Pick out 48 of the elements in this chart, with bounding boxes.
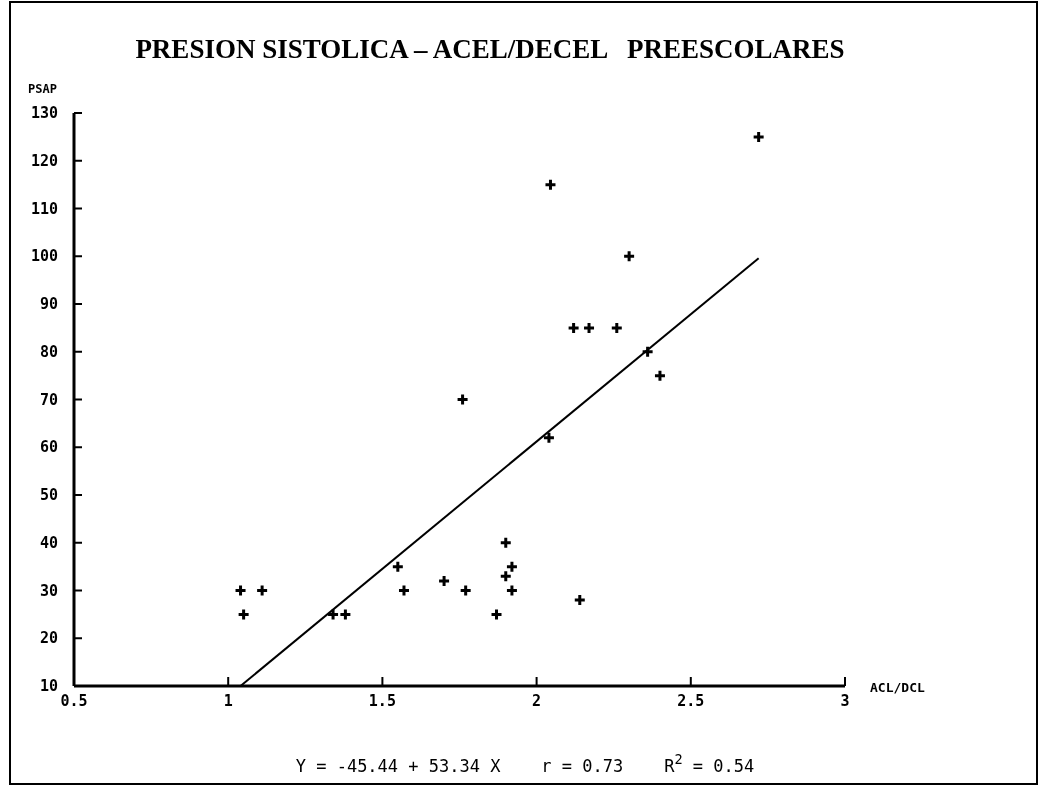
point — [505, 584, 519, 597]
point — [456, 393, 470, 406]
point — [397, 584, 411, 597]
point — [338, 607, 352, 621]
y-tick-label: 130 — [30, 104, 58, 122]
x-tick-label: 3 — [840, 692, 850, 710]
x-tick-label: 2 — [532, 692, 542, 710]
y-axis-title: PSAP — [28, 82, 57, 96]
point — [490, 607, 504, 621]
point — [610, 321, 624, 335]
point — [499, 569, 513, 583]
point — [459, 584, 473, 597]
y-tick-label: 10 — [39, 677, 58, 695]
chart-title: PRESION SISTOLICA – ACEL/DECEL PREESCOLARES — [135, 34, 845, 64]
x-tick-label: 2.5 — [677, 692, 705, 710]
point — [234, 584, 248, 597]
point — [542, 431, 556, 445]
point — [391, 560, 405, 574]
y-tick-label: 80 — [39, 342, 58, 361]
y-tick-label: 100 — [30, 247, 58, 266]
point — [752, 130, 766, 144]
point — [237, 607, 251, 621]
point — [573, 593, 587, 607]
y-tick-label: 110 — [30, 199, 58, 218]
x-tick-label: 0.5 — [60, 692, 88, 710]
point — [582, 321, 596, 335]
point — [505, 560, 519, 574]
y-tick-label: 40 — [39, 533, 58, 552]
y-tick-label: 30 — [39, 581, 58, 600]
point — [567, 321, 581, 335]
point — [653, 369, 667, 383]
y-tick-label: 90 — [39, 295, 58, 313]
y-tick-label: 60 — [39, 438, 58, 457]
text: Y = -45.44 + 53.34 X r = 0.73 R$^{2}$ = 0.54 — [295, 751, 755, 776]
point — [437, 574, 451, 588]
x-axis-title: ACL/DCL — [870, 680, 925, 695]
y-tick-label: 70 — [39, 390, 58, 409]
y-tick-label: 20 — [39, 629, 58, 648]
point — [499, 536, 513, 550]
point — [326, 607, 340, 621]
point — [641, 345, 655, 359]
point — [255, 584, 269, 597]
point — [622, 249, 636, 263]
x-tick-label: 1 — [223, 692, 233, 710]
point — [543, 178, 557, 192]
x-tick-label: 1.5 — [368, 692, 396, 710]
y-tick-label: 50 — [39, 486, 58, 504]
y-tick-label: 120 — [30, 151, 58, 170]
